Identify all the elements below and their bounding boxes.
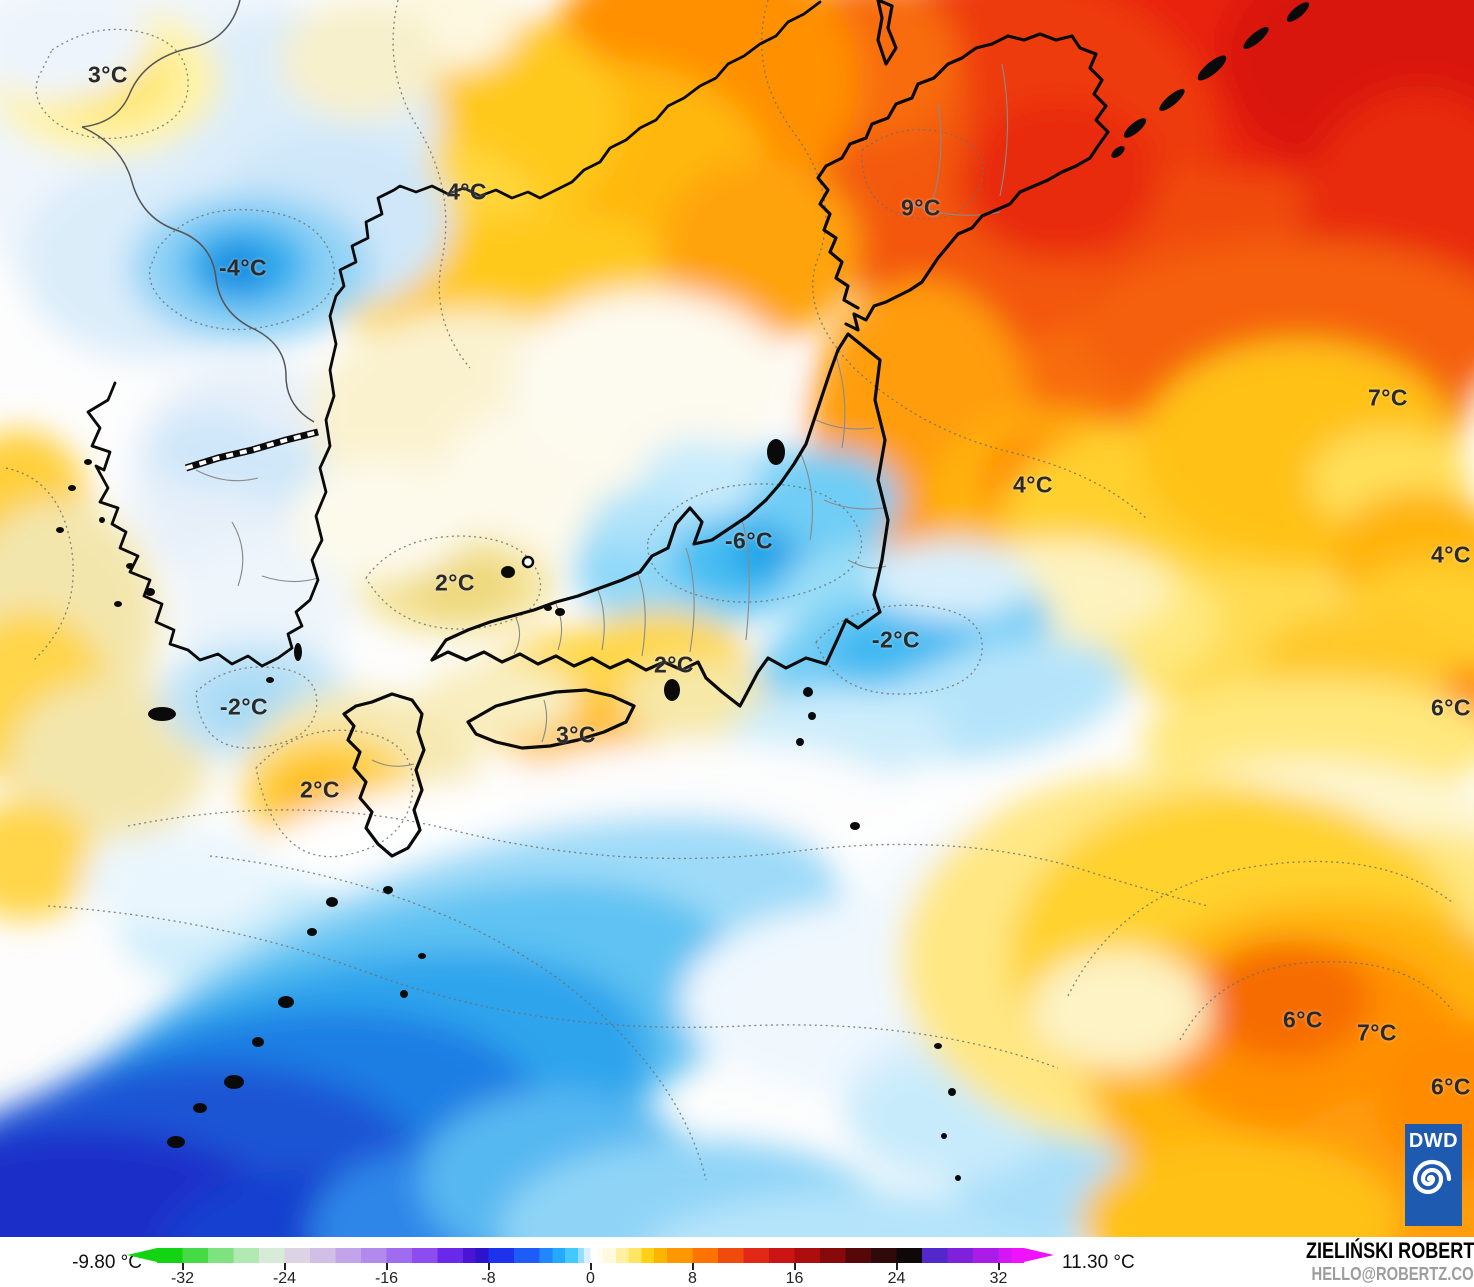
temperature-label-text: 6°C (1282, 1006, 1324, 1033)
temperature-label-text: 6°C (1430, 694, 1472, 721)
attribution-contact: HELLO@ROBERTZ.CO (1312, 1264, 1474, 1284)
temperature-label: 9°C (901, 195, 941, 222)
temperature-label: 3°C (88, 62, 128, 89)
temperature-label: -2°C (220, 694, 268, 721)
colorbar-left-arrow (127, 1248, 157, 1262)
map-canvas: 3°C -4°C 4°C 9°C 7°C 4°C -6°C 2°C 4°C -2… (0, 0, 1474, 1237)
temperature-label-text: 2°C (653, 651, 695, 678)
colorbar-tick (793, 1263, 796, 1270)
temperature-label: 7°C (1368, 385, 1408, 412)
colorbar-tick (691, 1263, 694, 1270)
temperature-label-text: 4°C (446, 178, 488, 205)
temperature-label: 7°C (1357, 1020, 1397, 1047)
colorbar-tick-label: -8 (481, 1270, 496, 1287)
temperature-label: 4°C (447, 179, 487, 206)
temperature-label-text: 3°C (87, 61, 129, 88)
temperature-label: -6°C (725, 528, 773, 555)
temperature-label-text: -2°C (219, 693, 269, 720)
temperature-label: -4°C (219, 255, 267, 282)
temperature-label-text: 4°C (1430, 541, 1472, 568)
temperature-label-text: -4°C (218, 254, 268, 281)
temperature-label-text: -2°C (871, 626, 921, 653)
temperature-label: 6°C (1431, 695, 1471, 722)
temperature-label: 4°C (1431, 542, 1471, 569)
colorbar-tick (487, 1263, 490, 1270)
temperature-label-text: 2°C (434, 569, 476, 596)
temperature-label: 2°C (300, 777, 340, 804)
colorbar-tick (997, 1263, 1000, 1270)
colorbar-tick (283, 1263, 286, 1270)
islands (56, 2, 1310, 1181)
colorbar-tick (895, 1263, 898, 1270)
temperature-label: 2°C (435, 570, 475, 597)
colorbar-right-arrow (1024, 1248, 1054, 1262)
colorbar: -32 -24 -16 -8 0 8 16 24 32 (127, 1248, 1054, 1287)
temperature-field (0, 0, 1474, 1237)
min-value-label: -9.80 °C (72, 1252, 142, 1273)
colorbar-tick-label: 24 (887, 1270, 906, 1287)
temperature-label: 3°C (556, 722, 596, 749)
temperature-label-text: 3°C (555, 721, 597, 748)
dwd-logo-text: DWD (1408, 1130, 1459, 1152)
spiral-icon (1412, 1159, 1451, 1195)
colorbar-tick (589, 1263, 592, 1270)
temperature-label: 6°C (1283, 1007, 1323, 1034)
colorbar-tick-label: 0 (586, 1270, 595, 1287)
attribution-author: ZIELIŃSKI ROBERT (1305, 1238, 1474, 1263)
temperature-anomaly-map (0, 0, 1474, 1237)
temperature-label: -2°C (872, 627, 920, 654)
temperature-label-text: 6°C (1430, 1073, 1472, 1100)
colorbar-tick (385, 1263, 388, 1270)
temperature-label: 6°C (1431, 1074, 1471, 1101)
colorbar-tick-label: -24 (272, 1270, 297, 1287)
temperature-label-text: 9°C (900, 194, 942, 221)
temperature-label-text: 2°C (299, 776, 341, 803)
max-value-label: 11.30 °C (1062, 1252, 1135, 1273)
colorbar-tick-label: -16 (374, 1270, 399, 1287)
temperature-label-text: 7°C (1356, 1019, 1398, 1046)
coastlines (86, 0, 1110, 858)
colorbar-body (157, 1248, 1024, 1263)
temperature-label-text: 7°C (1367, 384, 1409, 411)
temperature-label-text: -6°C (724, 527, 774, 554)
temperature-label: 2°C (654, 652, 694, 679)
dwd-logo: DWD (1405, 1124, 1462, 1226)
colorbar-tick-label: -32 (170, 1270, 195, 1287)
colorbar-tick-label: 16 (785, 1270, 804, 1287)
footer: -9.80 °C -32 -24 -16 -8 0 8 16 24 32 11.30 °C ZI… (0, 1237, 1474, 1287)
colorbar-tick-label: 8 (688, 1270, 697, 1287)
temperature-label: 4°C (1013, 472, 1053, 499)
dmz-line (184, 428, 319, 472)
colorbar-tick (181, 1263, 184, 1270)
country-borders (81, 0, 315, 423)
admin-borders (195, 63, 1009, 767)
colorbar-tick-label: 32 (989, 1270, 1008, 1287)
temperature-label-text: 4°C (1012, 471, 1054, 498)
